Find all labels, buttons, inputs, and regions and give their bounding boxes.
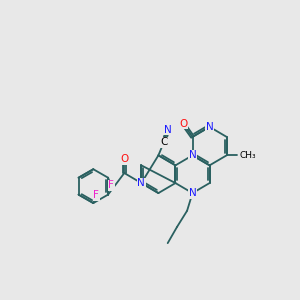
- Text: N: N: [164, 125, 172, 135]
- Text: N: N: [137, 178, 145, 188]
- Text: C: C: [160, 137, 167, 147]
- Text: F: F: [108, 180, 114, 190]
- Text: CH₃: CH₃: [240, 151, 256, 160]
- Text: N: N: [189, 150, 196, 160]
- Text: N: N: [206, 122, 213, 132]
- Text: F: F: [94, 190, 99, 200]
- Text: O: O: [120, 154, 128, 164]
- Text: N: N: [189, 188, 196, 198]
- Text: O: O: [179, 119, 187, 129]
